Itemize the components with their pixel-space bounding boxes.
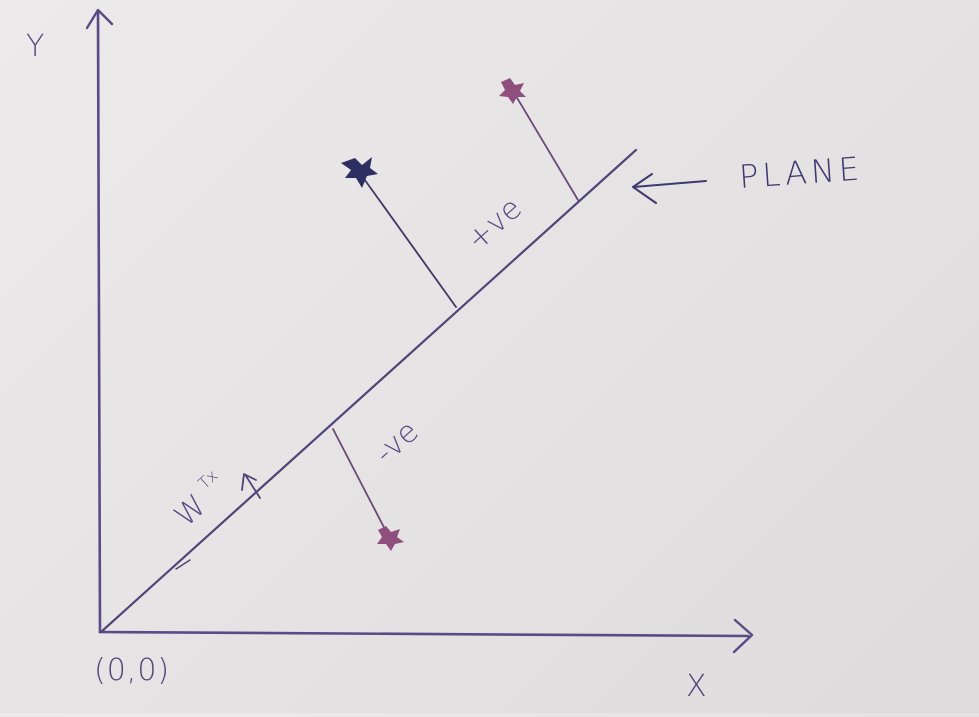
weight-vector-superscript: Tx	[194, 466, 221, 493]
point-marker-negative	[377, 526, 404, 551]
plane-tick-mark	[175, 559, 191, 570]
y-axis-label: Y	[26, 29, 44, 64]
y-axis	[85, 8, 114, 634]
point-marker-positive-left	[341, 157, 378, 188]
weight-vector-main: W	[168, 488, 213, 534]
plane-line	[99, 148, 638, 634]
positive-side-label: +ve	[460, 191, 529, 258]
origin-label: (0,0)	[94, 653, 170, 688]
perpendicular-upper	[512, 90, 579, 201]
plane-pointer-arrow-icon	[632, 173, 707, 204]
weight-vector-label: W Tx	[165, 466, 235, 534]
plane-label: PLANE	[738, 149, 864, 196]
point-marker-positive-upper	[499, 78, 526, 104]
negative-side-label: -ve	[368, 414, 426, 471]
x-axis-label: X	[686, 669, 707, 704]
perpendicular-left	[361, 175, 457, 308]
x-axis	[98, 618, 754, 654]
perpendicular-lower	[332, 428, 390, 538]
weight-vector-arrow-icon	[241, 473, 261, 499]
